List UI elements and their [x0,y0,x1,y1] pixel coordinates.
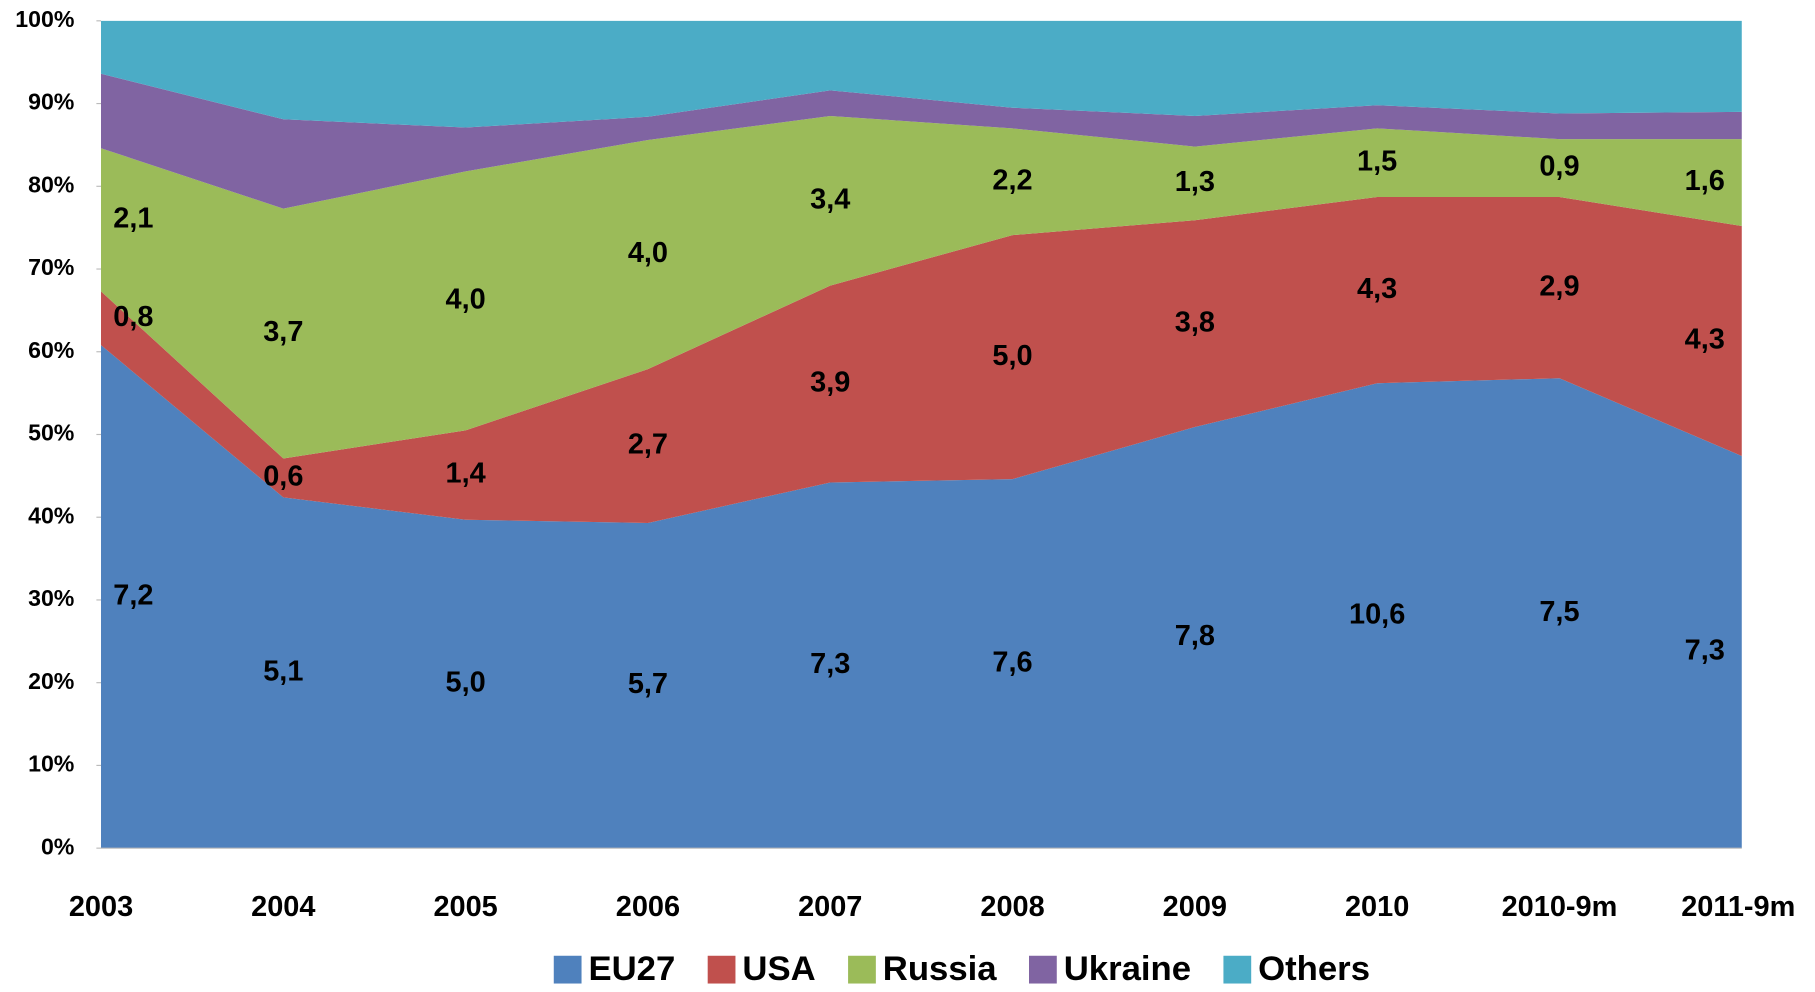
data-label: 1,4 [446,458,486,490]
y-tick-label: 20% [28,668,74,694]
legend-label: Ukraine [1064,950,1191,987]
legend-swatch [1223,955,1252,984]
data-label: 1,3 [1175,166,1215,198]
y-tick-label: 40% [28,502,74,528]
x-tick-label: 2009 [1163,891,1227,923]
y-tick-label: 80% [28,171,74,197]
area [101,345,1742,849]
data-label: 0,6 [263,461,303,493]
x-tick-label: 2010-9m [1502,891,1618,923]
data-label: 3,8 [1175,306,1215,338]
area [101,20,1742,128]
legend-swatch [707,955,736,984]
data-label: 4,3 [1357,273,1397,305]
data-label: 3,4 [810,183,850,215]
y-tick-label: 50% [28,420,74,446]
data-label: 7,3 [810,648,850,680]
x-tick-label: 2007 [798,891,862,923]
data-label: 5,0 [992,340,1032,372]
area [101,197,1742,524]
x-tick-label: 2010 [1345,891,1409,923]
data-label: 7,8 [1175,620,1215,652]
data-label: 7,3 [1685,635,1725,667]
data-label: 3,7 [263,316,303,348]
data-label: 5,7 [628,668,668,700]
data-label: 10,6 [1349,598,1405,630]
x-tick-label: 2011-9m [1681,891,1795,923]
legend-label: Others [1258,950,1370,987]
y-tick-label: 60% [28,337,74,363]
data-label: 5,1 [263,655,303,687]
data-label: 4,3 [1685,324,1725,356]
data-label: 2,2 [992,164,1032,196]
x-tick-label: 2003 [69,891,133,923]
legend-label: Russia [883,950,998,987]
data-label: 7,6 [992,646,1032,678]
legend-swatch [553,955,582,984]
legend-swatch [1029,955,1057,984]
y-tick-label: 0% [41,833,74,859]
y-tick-label: 90% [28,89,74,115]
data-label: 2,1 [113,202,153,234]
data-label: 4,0 [446,284,486,316]
legend-label: USA [742,950,815,987]
data-label: 1,5 [1357,145,1397,177]
y-tick-label: 10% [28,751,74,777]
data-label: 1,6 [1685,165,1725,197]
x-tick-label: 2004 [251,891,315,923]
x-tick-label: 2006 [616,891,680,923]
data-label: 0,8 [113,301,153,333]
data-label: 7,5 [1539,596,1579,628]
data-label: 5,0 [446,667,486,699]
data-label: 0,9 [1539,151,1579,183]
y-tick-label: 100% [15,6,74,32]
y-tick-label: 30% [28,585,74,611]
data-label: 4,0 [628,237,668,269]
area [101,115,1742,459]
area [101,73,1742,209]
data-label: 2,9 [1539,270,1579,302]
data-label: 7,2 [113,579,153,611]
y-tick-label: 70% [28,254,74,280]
data-label: 3,9 [810,367,850,399]
data-label: 2,7 [628,429,668,461]
legend-swatch [848,955,876,984]
x-tick-label: 2008 [980,891,1044,923]
legend-label: EU27 [588,950,675,987]
x-tick-label: 2005 [433,891,497,923]
